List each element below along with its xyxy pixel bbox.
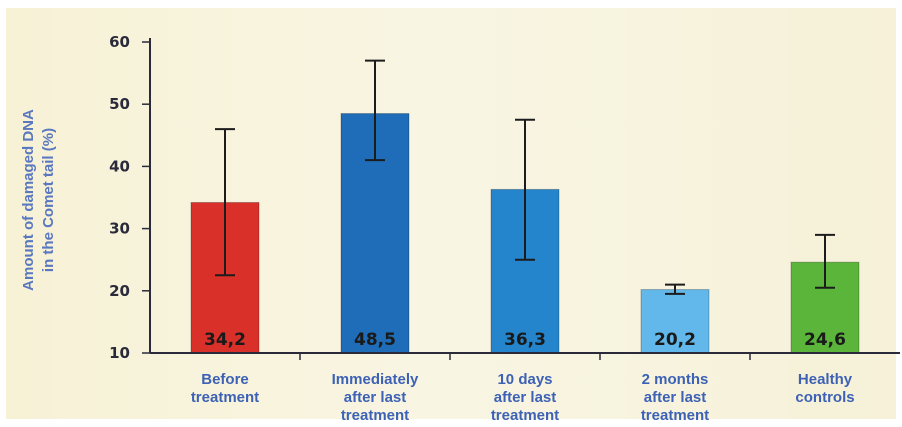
y-tick-label: 30 [109,220,130,238]
category-label: Healthy controls [795,371,854,406]
category-label: Before treatment [191,371,259,406]
category-label: 10 days after last treatment [491,371,559,424]
value-label: 48,5 [354,330,396,350]
category-label: Immediately after last treatment [332,371,419,424]
value-label: 34,2 [204,330,246,350]
value-label: 20,2 [654,330,696,350]
y-tick-label: 40 [109,157,130,175]
plot-background [6,8,896,419]
y-tick-label: 10 [109,344,130,362]
value-label: 24,6 [804,330,846,350]
y-tick-label: 60 [109,33,130,51]
y-tick-label: 20 [109,282,130,300]
y-axis-label: Amount of damaged DNA in the Comet tail (… [20,109,57,291]
category-label: 2 months after last treatment [641,371,709,424]
value-label: 36,3 [504,330,546,350]
y-tick-label: 50 [109,95,130,113]
